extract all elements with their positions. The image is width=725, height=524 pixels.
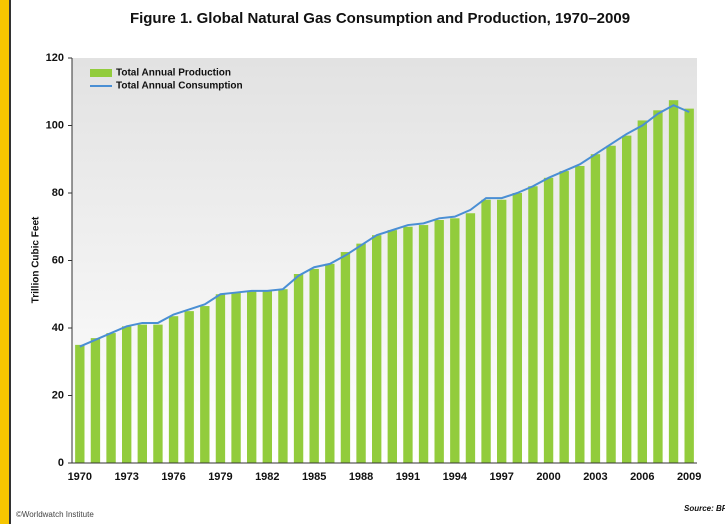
bar	[653, 110, 663, 463]
bar	[262, 290, 272, 463]
x-tick-label: 1988	[349, 471, 373, 483]
bar	[215, 294, 226, 463]
bar	[387, 230, 397, 463]
bar	[106, 333, 116, 463]
bar	[497, 199, 507, 463]
x-tick-label: 1973	[114, 471, 138, 483]
side-strip	[0, 0, 9, 524]
bar	[184, 311, 194, 463]
bar	[372, 235, 382, 463]
bar	[684, 108, 694, 463]
y-axis-label: Trillion Cubic Feet	[31, 216, 42, 303]
bar	[340, 252, 351, 463]
legend-swatch	[90, 69, 112, 77]
bar	[622, 135, 632, 463]
y-tick-label: 60	[52, 254, 64, 266]
y-tick-label: 40	[52, 322, 64, 334]
y-tick-label: 100	[46, 119, 64, 131]
bar	[528, 186, 538, 463]
x-tick-label: 1985	[302, 471, 326, 483]
bar	[75, 344, 85, 463]
bar	[153, 324, 163, 463]
line	[79, 104, 690, 348]
bar	[231, 292, 241, 463]
bar	[481, 199, 491, 463]
y-tick-label: 0	[58, 457, 64, 469]
bar	[293, 274, 304, 463]
x-tick-label: 1979	[208, 471, 232, 483]
bar	[90, 338, 101, 463]
x-tick-label: 2003	[583, 471, 607, 483]
bar	[309, 268, 319, 463]
x-tick-label: 1997	[489, 471, 513, 483]
x-tick-label: 1976	[161, 471, 185, 483]
bar	[575, 166, 585, 463]
bar	[356, 243, 366, 463]
x-tick-label: 1982	[255, 471, 279, 483]
legend-label: Total Annual Consumption	[116, 81, 243, 92]
bar	[122, 326, 132, 463]
bar	[637, 120, 647, 463]
x-tick-label: 1994	[443, 471, 468, 483]
x-tick-label: 1991	[396, 471, 420, 483]
bar	[168, 316, 179, 463]
bar	[247, 290, 257, 463]
bar	[325, 263, 335, 463]
bar	[278, 289, 288, 463]
bar	[403, 226, 413, 463]
x-tick-label: 2006	[630, 471, 654, 483]
y-tick-label: 120	[46, 52, 64, 64]
x-tick-label: 2000	[536, 471, 560, 483]
bar	[668, 100, 679, 463]
legend-label: Total Annual Production	[116, 68, 231, 79]
y-tick-label: 80	[52, 187, 64, 199]
credit: ©Worldwatch Institute	[16, 510, 94, 519]
bar	[606, 145, 616, 463]
chart-title: Figure 1. Global Natural Gas Consumption…	[130, 10, 630, 27]
bar	[434, 220, 444, 463]
bar	[465, 213, 476, 463]
x-tick-label: 1970	[68, 471, 92, 483]
bar	[559, 171, 569, 463]
bar	[590, 154, 601, 463]
bar	[418, 225, 429, 463]
bar	[543, 177, 554, 463]
bar	[200, 306, 210, 463]
bar	[512, 193, 522, 463]
side-rule	[9, 0, 11, 524]
y-tick-label: 20	[52, 389, 64, 401]
bar	[137, 324, 147, 463]
bar	[450, 218, 460, 463]
plot-background	[72, 58, 697, 463]
source: Source: BP	[684, 504, 725, 513]
x-tick-label: 2009	[677, 471, 701, 483]
